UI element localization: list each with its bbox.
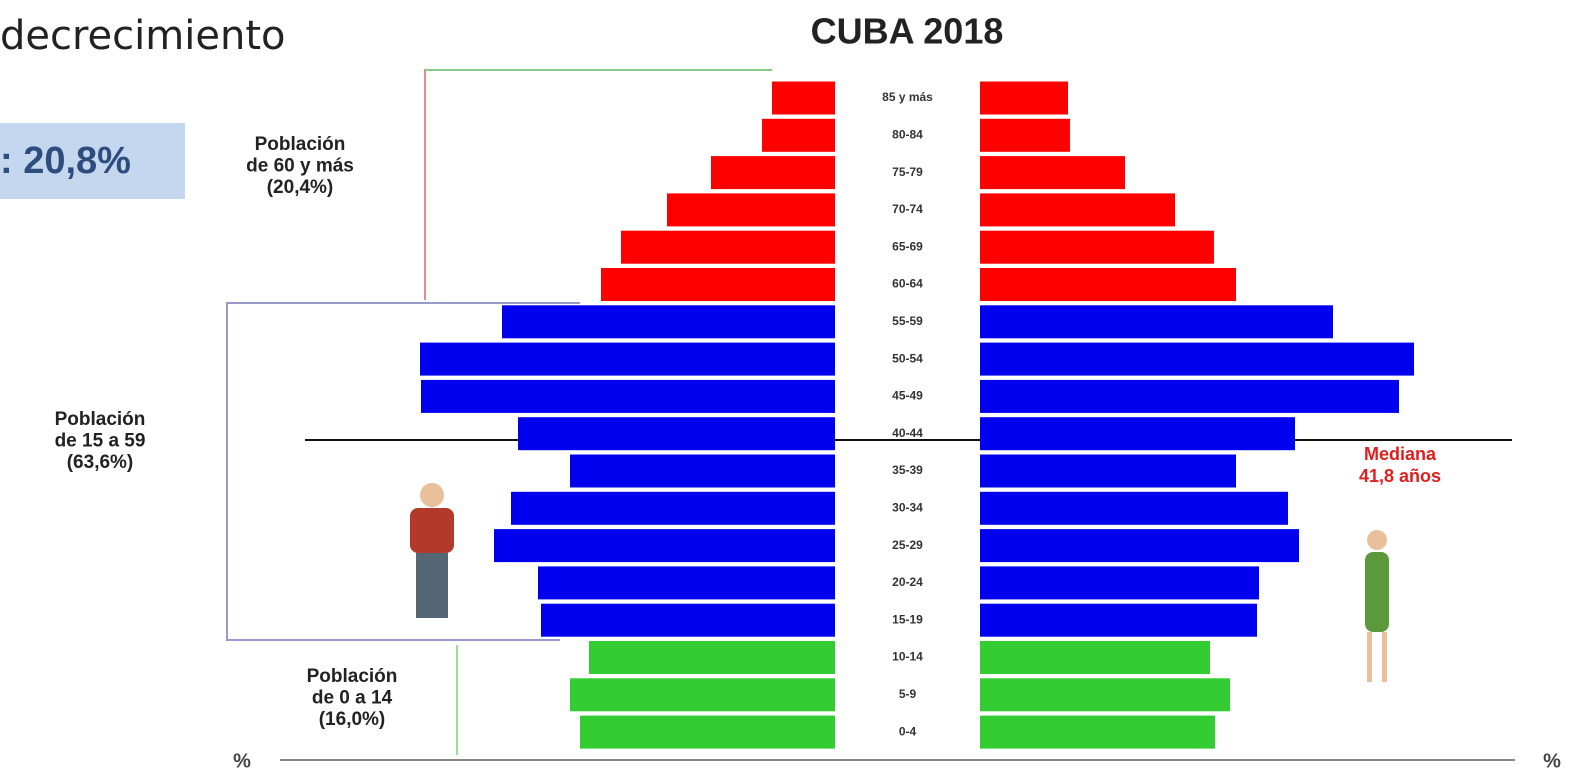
group-label: Población: [55, 409, 146, 430]
bar-right: [980, 193, 1175, 227]
bar-right: [980, 641, 1210, 674]
group-label: de 60 y más: [246, 156, 354, 177]
bracket-adult: [226, 302, 580, 641]
bar-right: [980, 342, 1414, 376]
bar-left: [621, 230, 835, 264]
group-label: (20,4%): [267, 177, 334, 198]
group-label: de 0 a 14: [312, 688, 393, 709]
bar-left: [711, 156, 835, 190]
bar-left: [762, 118, 835, 152]
bar-left: [518, 417, 835, 451]
bar-right: [980, 678, 1230, 712]
bar-left: [420, 342, 835, 376]
brackets: [226, 69, 772, 755]
annotation: 41,8 años: [1359, 466, 1441, 486]
bar-right: [980, 268, 1236, 301]
category-label: 35-39: [892, 463, 923, 477]
bar-left: [589, 641, 835, 674]
group-label: Población: [307, 666, 398, 687]
bar-right: [980, 715, 1215, 749]
category-label: 10-14: [892, 650, 923, 664]
category-label: 55-59: [892, 314, 923, 328]
bar-left: [570, 678, 835, 712]
chart-title: CUBA 2018: [811, 11, 1004, 52]
bar-left: [494, 529, 835, 563]
category-label: 25-29: [892, 538, 923, 552]
man-figure: [410, 483, 454, 618]
bar-right: [980, 379, 1399, 413]
axis-unit: %: [233, 750, 251, 772]
bar-right: [980, 230, 1214, 264]
category-label: 50-54: [892, 351, 923, 365]
axis-unit: %: [1543, 750, 1561, 772]
bar-left: [601, 268, 835, 301]
category-label: 5-9: [899, 687, 917, 701]
bar-left: [772, 81, 835, 115]
group-label: Población: [255, 134, 346, 155]
category-label: 85 y más: [882, 90, 933, 104]
side-text: decrecimiento: [0, 13, 285, 59]
category-label: 30-34: [892, 500, 923, 514]
bar-right: [980, 81, 1068, 115]
group-label: (63,6%): [67, 452, 134, 473]
highlight-box: [0, 123, 185, 199]
bar-left: [667, 193, 835, 227]
category-label: 75-79: [892, 165, 923, 179]
highlight-text: : 20,8%: [0, 140, 131, 182]
bar-right: [980, 491, 1288, 525]
group-label: (16,0%): [319, 709, 386, 730]
bar-right: [980, 417, 1295, 451]
bar-left: [541, 603, 835, 637]
woman-figure: [1365, 530, 1389, 682]
category-label: 40-44: [892, 426, 923, 440]
bar-right: [980, 603, 1257, 637]
annotation: Mediana: [1364, 444, 1437, 464]
bar-right: [980, 454, 1236, 488]
bar-left: [502, 305, 835, 339]
bar-left: [538, 566, 835, 600]
bar-left: [511, 491, 835, 525]
category-label: 60-64: [892, 277, 923, 291]
bar-right: [980, 529, 1299, 563]
bar-left: [421, 379, 835, 413]
bar-right: [980, 156, 1125, 190]
category-label: 80-84: [892, 127, 923, 141]
bar-left: [580, 715, 835, 749]
bar-right: [980, 305, 1333, 339]
bar-right: [980, 118, 1070, 152]
bar-right: [980, 566, 1259, 600]
category-label: 45-49: [892, 389, 923, 403]
category-label: 20-24: [892, 575, 923, 589]
category-label: 70-74: [892, 202, 923, 216]
group-label: de 15 a 59: [55, 431, 146, 452]
category-label: 15-19: [892, 612, 923, 626]
category-label: 65-69: [892, 239, 923, 253]
category-label: 0-4: [899, 724, 917, 738]
bar-left: [570, 454, 835, 488]
